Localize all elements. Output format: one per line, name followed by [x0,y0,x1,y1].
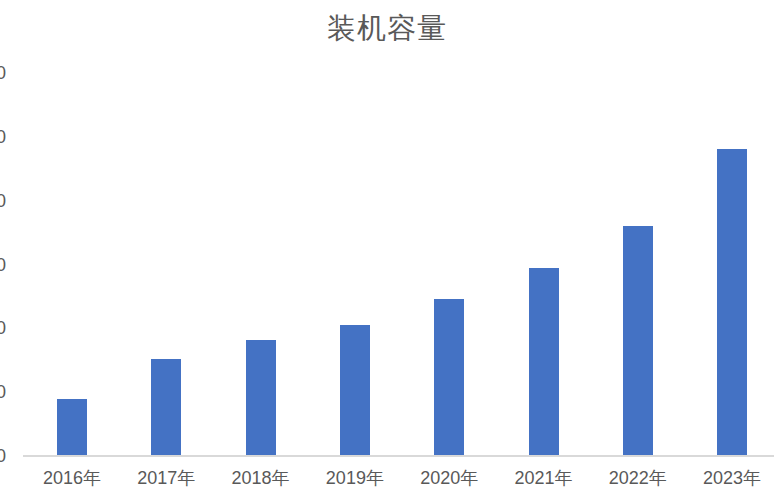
x-axis-label: 2022年 [591,468,685,488]
y-axis-label: 0 [0,128,12,146]
y-axis-label: 0 [0,256,12,274]
bar-2016年 [57,399,87,456]
bar-2017年 [151,359,181,456]
y-axis-label: 0 [0,447,12,465]
x-axis-label: 2021年 [497,468,591,488]
y-axis-label: 0 [0,383,12,401]
x-axis-line [23,455,774,457]
y-axis-label: 0 [0,319,12,337]
x-axis-label: 2020年 [402,468,496,488]
bar-2021年 [529,268,559,456]
bar-2020年 [434,299,464,456]
x-axis-label: 2019年 [308,468,402,488]
bar-2022年 [623,226,653,456]
x-axis-label: 2016年 [25,468,119,488]
x-axis-label: 2018年 [214,468,308,488]
bar-2023年 [717,149,747,456]
y-axis-label: 0 [0,64,12,82]
x-axis-label: 2017年 [119,468,213,488]
plot-area: 0000000 2016年2017年2018年2019年2020年2021年20… [0,0,774,498]
bar-2019年 [340,325,370,456]
bar-chart: 装机容量 0000000 2016年2017年2018年2019年2020年20… [0,0,774,498]
bar-2018年 [246,340,276,456]
y-axis-label: 0 [0,192,12,210]
x-axis-label: 2023年 [685,468,774,488]
